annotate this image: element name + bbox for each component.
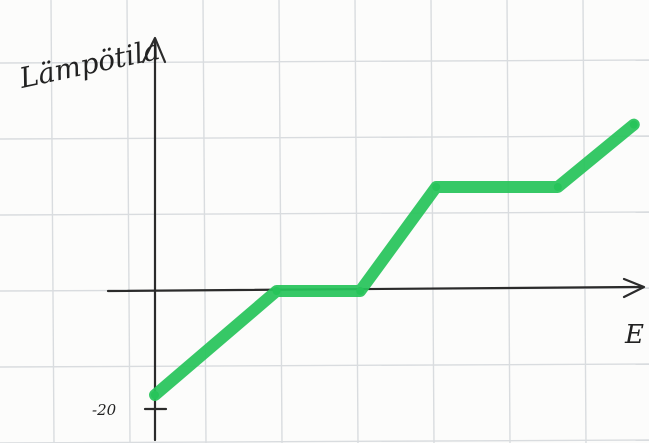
grid-line-horizontal <box>0 211 649 216</box>
grid-line-vertical <box>354 0 359 443</box>
x-axis-arrow <box>622 277 646 299</box>
data-point <box>272 287 281 295</box>
data-point <box>553 183 562 191</box>
series-line <box>149 118 640 401</box>
data-point <box>356 287 365 295</box>
data-point <box>629 120 638 129</box>
grid-line-vertical <box>506 0 511 443</box>
grid-line-horizontal <box>0 135 649 140</box>
data-point <box>432 183 441 191</box>
series-layer <box>149 118 640 401</box>
y-axis <box>153 38 157 442</box>
x-axis <box>106 285 642 293</box>
grid-line-vertical <box>202 0 207 443</box>
x-axis-label: E <box>624 320 644 350</box>
grid-line-horizontal <box>0 59 649 64</box>
grid-line-vertical <box>430 0 435 443</box>
y-axis-arrow <box>141 36 167 64</box>
y-tick-label: -20 <box>92 401 117 419</box>
grid-line-horizontal <box>0 363 649 368</box>
y-axis-label: Lämpötila <box>16 33 163 95</box>
data-point <box>151 391 159 399</box>
grid-line-vertical <box>126 0 131 443</box>
grid-line-vertical <box>582 0 587 443</box>
grid-line-vertical <box>278 0 283 443</box>
grid-line-vertical <box>50 0 55 443</box>
